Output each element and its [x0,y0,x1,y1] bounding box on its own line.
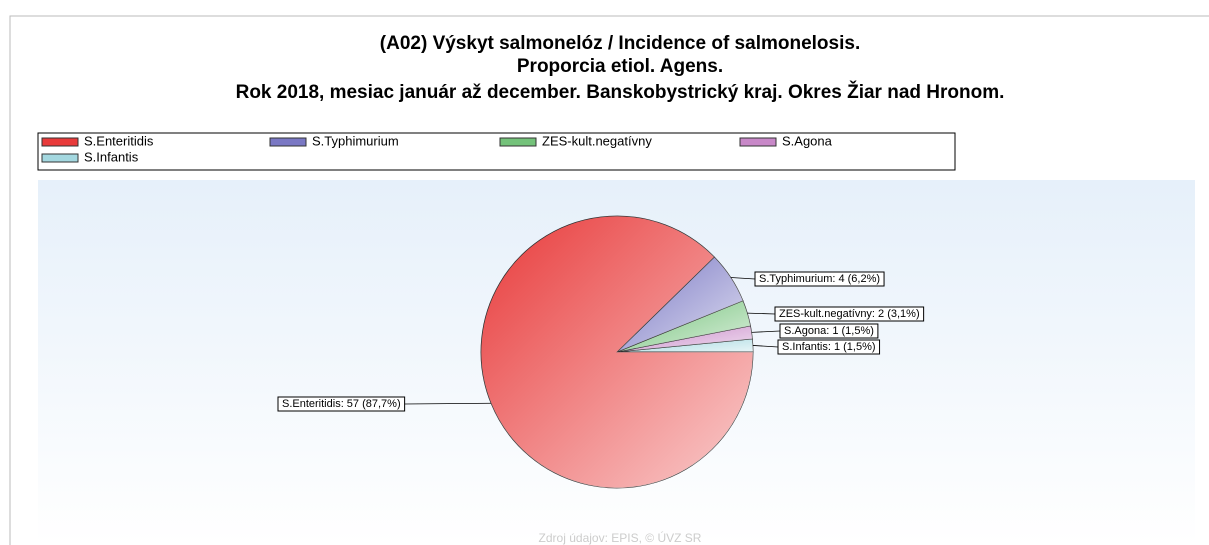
slice-shade [480,215,753,489]
legend-swatch [41,153,79,163]
legend-swatch [499,137,537,147]
legend-swatch [739,137,777,147]
leader-line [404,402,492,405]
data-label: S.Typhimurium: 4 (6,2%) [759,273,880,285]
data-label: S.Agona: 1 (1,5%) [784,325,874,337]
data-label: ZES-kult.negatívny: 2 (3,1%) [779,308,920,320]
data-label: S.Infantis: 1 (1,5%) [782,341,876,353]
chart-title: Rok 2018, mesiac január až december. Ban… [236,81,1005,103]
legend-swatch [269,137,307,147]
legend-label: ZES-kult.negatívny [542,133,652,148]
source: Zdroj údajov: EPIS, © ÚVZ SR [539,530,702,545]
chart-title: (A02) Výskyt salmonelóz / Incidence of s… [380,33,860,54]
legend [37,132,956,171]
legend-label: S.Typhimurium [312,133,399,148]
leader-line [730,277,756,280]
leader-line [751,330,781,333]
frame [9,15,1209,545]
slice-shade [617,300,751,352]
chart-title: Proporcia etiol. Agens. [517,56,723,77]
legend-label: S.Infantis [84,149,139,164]
leader-line [752,345,779,348]
legend-label: S.Enteritidis [84,133,154,148]
legend-label: S.Agona [782,133,833,148]
legend-swatch [41,137,79,147]
slice-shade [617,257,743,352]
leader-line [747,312,776,315]
data-label: S.Enteritidis: 57 (87,7%) [282,398,401,410]
